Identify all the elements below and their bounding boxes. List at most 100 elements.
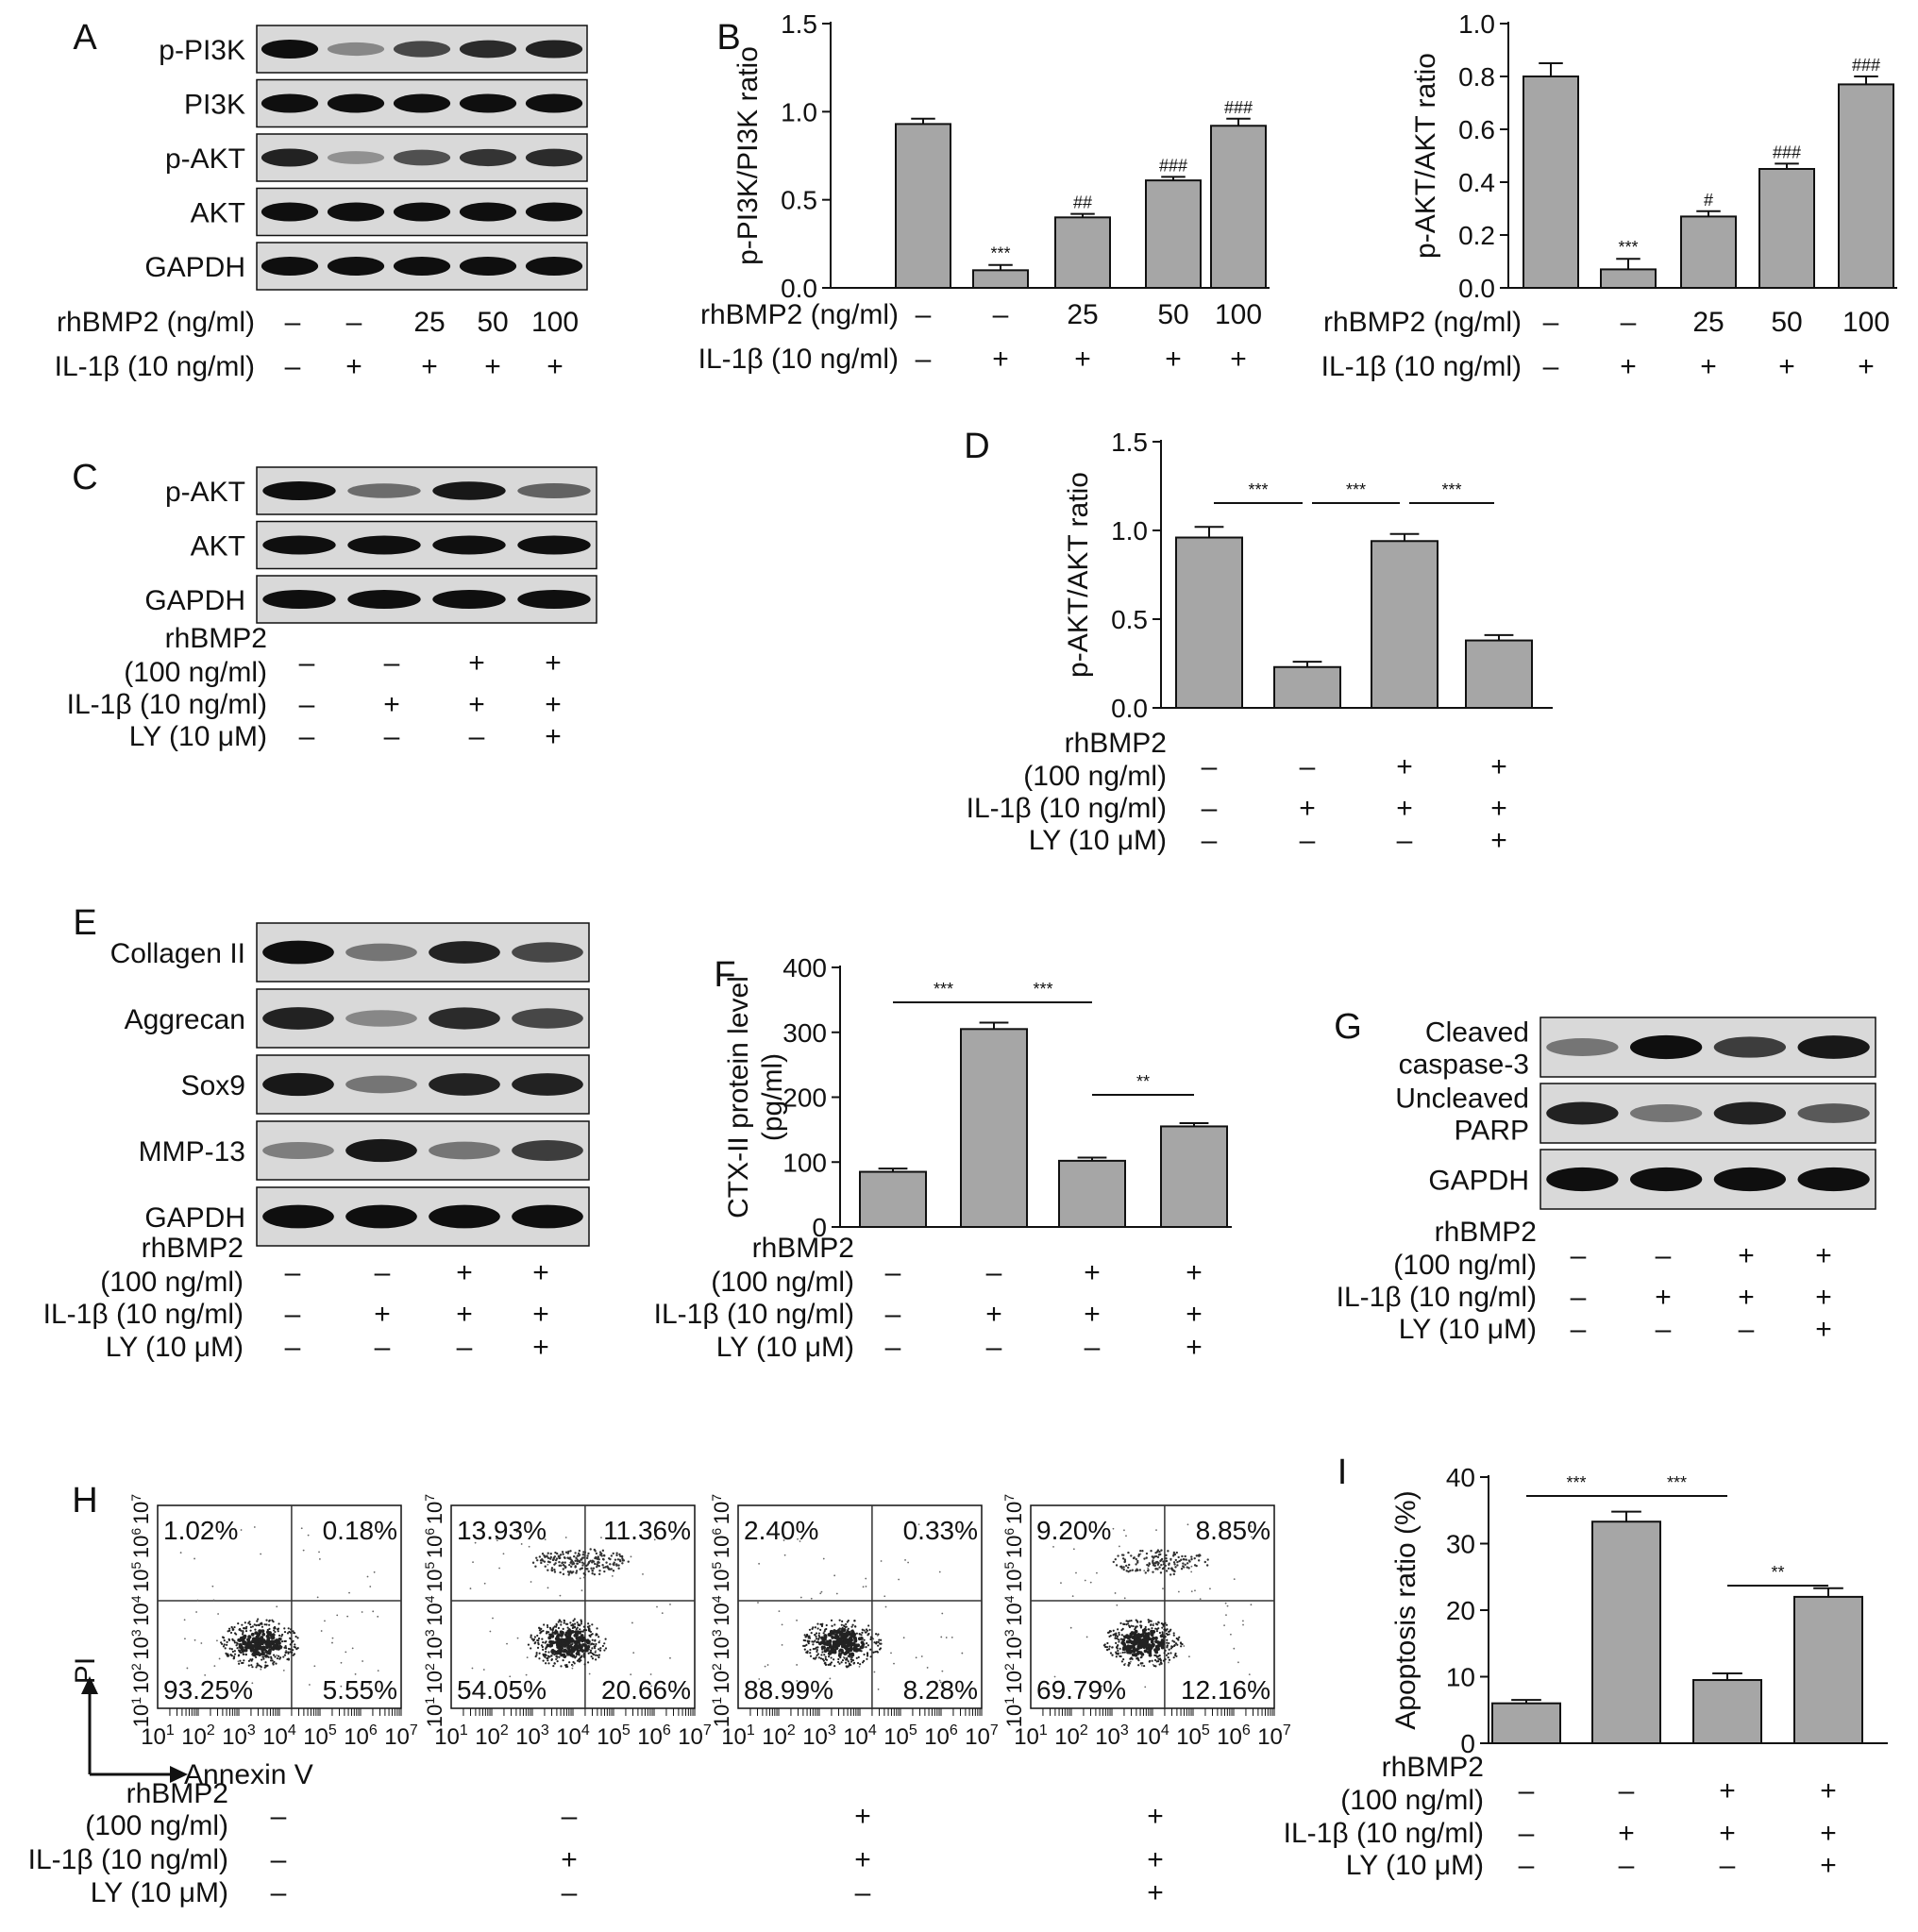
event-dot [1133,1640,1136,1645]
event-dot [570,1642,573,1645]
event-dot [1150,1639,1154,1644]
event-dot [604,1566,607,1569]
event-dot [601,1564,604,1567]
event-dot [1148,1644,1152,1649]
event-dot [264,1665,268,1668]
event-dot [1169,1652,1172,1655]
event-dot [766,1664,769,1666]
event-dot [1233,1578,1236,1581]
event-dot [941,1670,944,1672]
panel-label-g: G [1334,1007,1362,1047]
event-dot [256,1664,259,1667]
event-dot [1177,1590,1180,1593]
event-dot [880,1560,883,1562]
event-dot [591,1638,594,1641]
rhbmp2-label: rhBMP2 [1382,1752,1484,1783]
x-tick-label: 107 [678,1722,712,1750]
event-dot [564,1537,567,1538]
event-dot [603,1649,606,1652]
significance-label: ** [1771,1563,1784,1582]
event-dot [1174,1652,1177,1655]
event-dot [799,1596,802,1599]
event-dot [560,1621,563,1623]
event-dot [1109,1652,1113,1655]
event-dot [856,1643,861,1648]
bar [1692,1679,1762,1745]
event-dot [336,1614,339,1617]
event-dot [1125,1620,1128,1622]
event-dot [586,1563,590,1566]
event-dot [593,1572,597,1576]
ly-value: + [1147,1877,1164,1908]
event-dot [244,1627,246,1630]
event-dot [814,1634,816,1637]
event-dot [575,1571,578,1574]
ly-label: LY (10 μM) [91,1877,228,1908]
event-dot [496,1539,498,1542]
y-tick-exponent: 6 [709,1528,724,1536]
event-dot [1106,1641,1109,1645]
event-dot [550,1655,553,1657]
il1b-value: + [532,1299,549,1330]
significance-mark: ### [1159,156,1187,175]
event-dot [817,1656,821,1659]
event-dot [574,1656,577,1659]
event-dot [576,1659,580,1662]
event-dot [630,1555,632,1558]
event-dot [1173,1563,1176,1566]
event-dot [823,1630,826,1633]
event-dot [238,1628,241,1631]
event-dot [195,1611,197,1613]
event-dot [261,1646,264,1650]
event-dot [585,1639,590,1644]
event-dot [575,1636,580,1640]
event-dot [553,1555,557,1558]
rhbmp2-value: – [1656,1240,1672,1271]
event-dot [1125,1623,1128,1626]
event-dot [1176,1638,1180,1640]
il1b-value: + [1620,351,1637,382]
event-dot [589,1649,593,1652]
blot-band [432,590,506,609]
event-dot [221,1636,225,1638]
event-dot [532,1638,536,1641]
event-dot [251,1652,256,1656]
event-dot [568,1628,571,1631]
ly-value: – [469,721,485,752]
event-dot [227,1627,231,1630]
event-dot [563,1619,565,1621]
event-dot [884,1605,887,1608]
x-tick-exponent: 4 [1161,1722,1169,1739]
y-tick-label: 105 [128,1561,153,1591]
event-dot [833,1636,838,1639]
event-dot [289,1643,292,1646]
event-dot [828,1650,833,1654]
event-dot [254,1628,257,1631]
event-dot [611,1574,614,1577]
event-dot [596,1627,598,1630]
event-dot [546,1656,548,1660]
event-dot [810,1632,813,1635]
rhbmp2-value: – [375,1257,391,1288]
event-dot [642,1572,644,1575]
event-dot [858,1633,861,1636]
event-dot [262,1657,265,1660]
event-dot [827,1663,830,1667]
event-dot [601,1557,605,1561]
il1b-value: + [1700,351,1717,382]
y-tick-label: 0.2 [1458,221,1495,250]
x-tick-exponent: 3 [828,1722,836,1739]
event-dot [843,1636,848,1639]
event-dot [1172,1572,1176,1576]
event-dot [242,1661,244,1665]
event-dot [536,1634,539,1638]
event-dot [1182,1562,1185,1565]
event-dot [1126,1646,1131,1651]
y-tick-label: 103 [1001,1629,1026,1659]
event-dot [873,1641,876,1644]
event-dot [1148,1653,1152,1657]
event-dot [670,1538,673,1541]
il1b-value: – [1519,1818,1535,1849]
rhbmp2-label: rhBMP2 [142,1233,244,1264]
event-dot [302,1549,305,1552]
